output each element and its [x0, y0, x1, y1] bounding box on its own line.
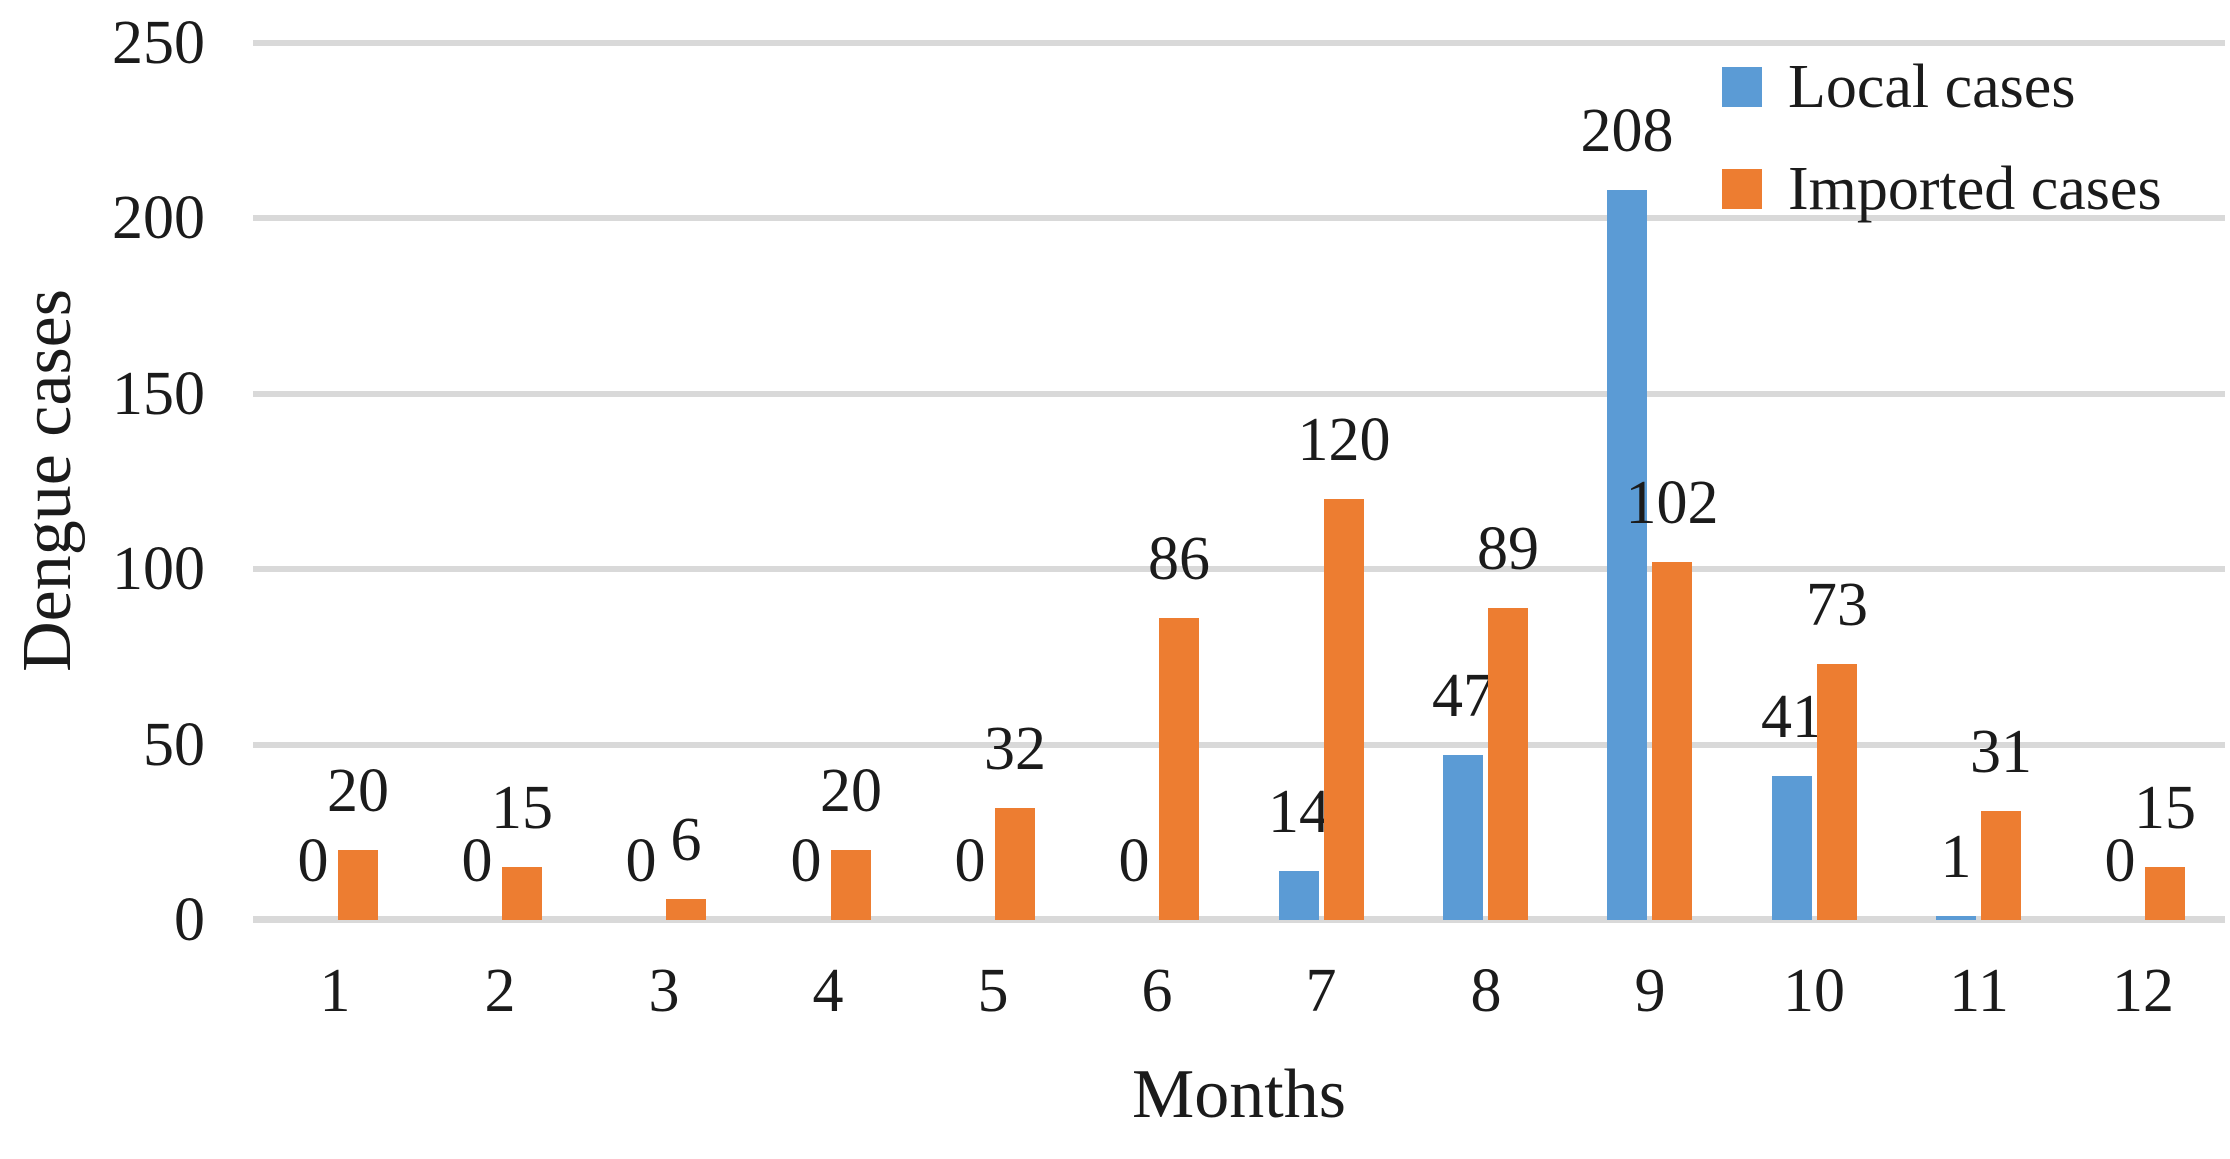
legend-label-local-cases: Local cases [1788, 53, 2076, 121]
data-label-local-cases-month-9: 208 [1580, 97, 1674, 165]
data-label-imported-cases-month-11: 31 [1970, 718, 2032, 786]
x-axis-tick-label-9: 9 [1634, 957, 1666, 1025]
data-label-local-cases-month-1: 0 [297, 827, 329, 895]
data-label-local-cases-month-4: 0 [790, 827, 822, 895]
gridline-100 [253, 566, 2225, 573]
x-axis-line [253, 916, 2225, 923]
legend-swatch-imported-cases [1722, 169, 1762, 209]
bar-imported-cases-month-1 [338, 850, 378, 920]
bar-imported-cases-month-8 [1488, 608, 1528, 920]
bar-local-cases-month-11 [1936, 916, 1976, 920]
bar-imported-cases-month-7 [1324, 499, 1364, 920]
x-axis-tick-label-4: 4 [812, 957, 844, 1025]
x-axis-tick-label-10: 10 [1783, 957, 1845, 1025]
bar-imported-cases-month-10 [1817, 664, 1857, 920]
x-axis-tick-label-8: 8 [1470, 957, 1502, 1025]
data-label-imported-cases-month-2: 15 [491, 774, 553, 842]
bar-imported-cases-month-12 [2145, 867, 2185, 920]
data-label-imported-cases-month-3: 6 [670, 806, 702, 874]
data-label-imported-cases-month-7: 120 [1297, 406, 1391, 474]
y-axis-tick-label: 250 [112, 9, 205, 77]
x-axis-tick-label-3: 3 [648, 957, 680, 1025]
data-label-imported-cases-month-8: 89 [1477, 515, 1539, 583]
y-axis-tick-label: 200 [112, 184, 205, 253]
legend-item-imported-cases: Imported cases [1722, 156, 2162, 222]
data-label-local-cases-month-2: 0 [461, 827, 493, 895]
x-axis-tick-label-1: 1 [319, 957, 351, 1025]
data-label-local-cases-month-11: 1 [1940, 823, 1972, 891]
data-label-local-cases-month-10: 41 [1761, 683, 1823, 751]
data-label-imported-cases-month-1: 20 [327, 757, 389, 825]
legend-item-local-cases: Local cases [1722, 54, 2162, 120]
x-axis-title: Months [1132, 1056, 1346, 1133]
y-axis-tick-label: 100 [112, 535, 205, 604]
data-label-local-cases-month-12: 0 [2104, 827, 2136, 895]
bar-imported-cases-month-2 [502, 867, 542, 920]
bar-imported-cases-month-3 [666, 899, 706, 920]
bar-imported-cases-month-9 [1652, 562, 1692, 920]
x-axis-tick-label-7: 7 [1305, 957, 1337, 1025]
x-axis-tick-label-11: 11 [1949, 957, 2009, 1025]
data-label-imported-cases-month-5: 32 [984, 715, 1046, 783]
bar-local-cases-month-8 [1443, 755, 1483, 920]
bar-imported-cases-month-11 [1981, 811, 2021, 920]
data-label-imported-cases-month-9: 102 [1625, 469, 1719, 537]
gridline-200 [253, 215, 2225, 222]
data-label-imported-cases-month-6: 86 [1148, 525, 1210, 593]
bar-local-cases-month-7 [1279, 871, 1319, 920]
data-label-local-cases-month-6: 0 [1118, 827, 1150, 895]
plot-area: 0 20 0 15 0 6 0 20 0 32 0 86 14 120 47 89 208 102 41 73 1 31 0… [253, 40, 2225, 923]
bar-imported-cases-month-4 [831, 850, 871, 920]
x-axis-tick-label-12: 12 [2112, 957, 2174, 1025]
y-axis-tick-label: 0 [174, 886, 205, 954]
gridline-150 [253, 390, 2225, 397]
data-label-local-cases-month-5: 0 [954, 827, 986, 895]
x-axis-tick-label-6: 6 [1141, 957, 1173, 1025]
data-label-imported-cases-month-10: 73 [1806, 571, 1868, 639]
x-axis-tick-label-2: 2 [484, 957, 516, 1025]
data-label-local-cases-month-7: 14 [1268, 778, 1330, 846]
y-axis-tick-label: 50 [143, 710, 205, 779]
data-label-imported-cases-month-12: 15 [2134, 774, 2196, 842]
data-label-local-cases-month-3: 0 [625, 827, 657, 895]
legend-swatch-local-cases [1722, 67, 1762, 107]
legend-label-imported-cases: Imported cases [1788, 155, 2162, 223]
bar-imported-cases-month-5 [995, 808, 1035, 920]
data-label-imported-cases-month-4: 20 [820, 757, 882, 825]
data-label-local-cases-month-8: 47 [1432, 662, 1494, 730]
y-axis-tick-label: 150 [112, 359, 205, 428]
gridline-250 [253, 40, 2225, 46]
bar-imported-cases-month-6 [1159, 618, 1199, 920]
x-axis-tick-label-5: 5 [977, 957, 1009, 1025]
legend: Local cases Imported cases [1722, 54, 2162, 222]
bar-local-cases-month-9 [1607, 190, 1647, 920]
bar-local-cases-month-10 [1772, 776, 1812, 920]
gridline-50 [253, 741, 2225, 748]
y-axis-title-text: Dengue cases [9, 288, 86, 672]
